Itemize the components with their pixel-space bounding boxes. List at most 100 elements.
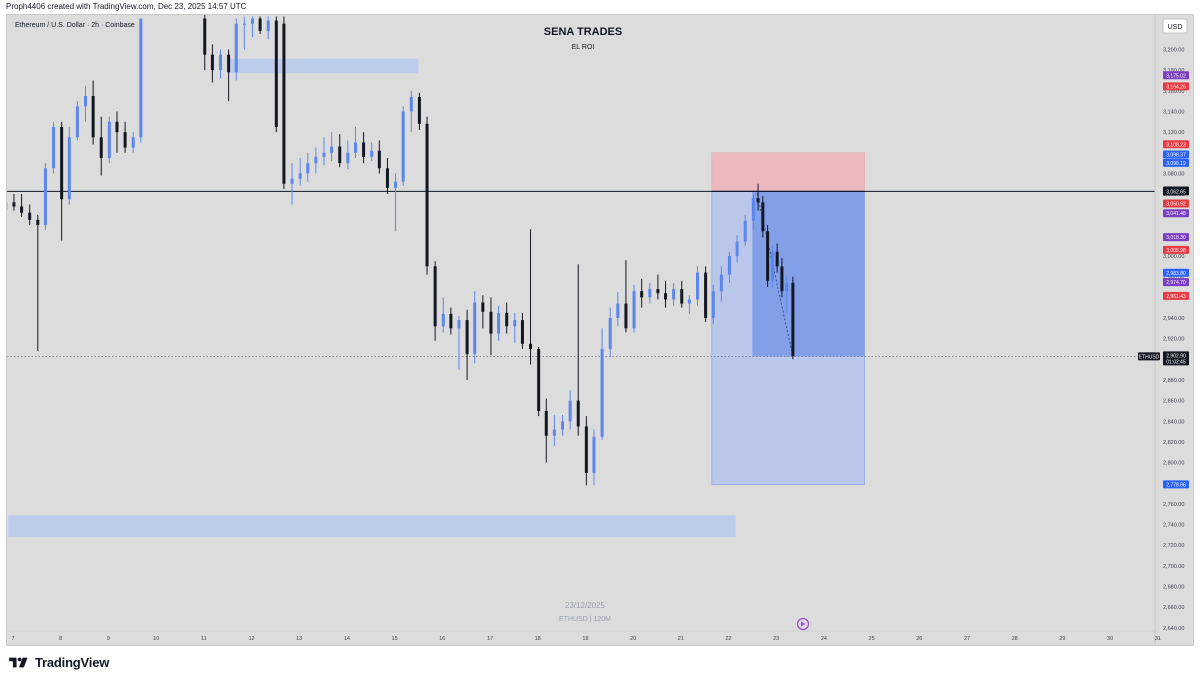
tradingview-logo-icon [9,657,28,668]
candle-body [258,18,262,31]
price-label-text: 3,041.48 [1166,211,1186,217]
candle-body [529,343,533,349]
candle-body [695,272,699,300]
candle-body [704,272,708,319]
time-tick-label: 18 [535,636,541,642]
candle-body [624,303,628,329]
supply-demand-zone [8,515,736,537]
stop-loss-zone[interactable] [711,152,865,192]
lines-layer [7,190,1155,357]
time-tick-label: 12 [248,636,254,642]
time-tick-label: 7 [11,636,14,642]
price-tick-label: 3,000.00 [1163,254,1184,260]
price-label-tag [1163,150,1189,159]
candle-body [756,198,760,203]
current-price-tag [1163,351,1189,366]
price-label-tag [1163,278,1189,287]
price-label-text: 2,961.43 [1166,294,1186,300]
candle-body [544,410,548,436]
candle-body [568,400,572,422]
time-tick-label: 9 [107,636,110,642]
price-tick-label: 2,660.00 [1163,605,1184,611]
time-axis[interactable]: 7 8 9 10 11 12 13 14 15 16 17 18 19 20 21 22 23 24 25 26 27 2… [7,630,1161,642]
price-label-text: 3,062.65 [1166,189,1186,195]
price-tick-label: 2,720.00 [1163,543,1184,549]
currency-button-label[interactable]: USD [1168,24,1183,31]
candle-body [766,231,770,281]
candle-body [266,20,270,31]
time-tick-label: 30 [1107,636,1113,642]
candle-body [67,137,71,200]
candle-body [664,293,668,300]
candle-body [672,289,676,300]
candle-body [52,126,56,169]
candle-body [761,202,765,232]
candle-body [537,348,541,411]
candle-body [640,291,644,298]
price-tick-label: 2,840.00 [1163,419,1184,425]
time-tick-label: 11 [201,636,207,642]
candle-body [131,137,135,148]
price-tick-label: 3,180.00 [1163,68,1184,74]
candle-body [473,302,477,355]
replay-icon[interactable] [796,617,810,631]
position-tool[interactable] [711,152,865,485]
candle-body [409,97,413,112]
price-label-tag [1163,71,1189,80]
price-tick-label: 2,680.00 [1163,585,1184,591]
candle-body [394,181,398,188]
price-label-tag [1163,187,1189,196]
candle-body [743,220,747,242]
chart-frame[interactable]: 3,200.00 3,180.00 3,160.00 3,140.00 3,120.00… [4,13,1194,646]
candle-body [780,266,784,292]
price-label-tag [1163,158,1189,167]
candle-body [362,142,366,157]
footer: TradingView [0,646,1200,680]
candles-layer [4,13,795,486]
candle-body [91,95,95,138]
candle-body [497,312,501,334]
time-tick-label: 20 [630,636,636,642]
brand-name: TradingView [35,655,110,670]
price-label-tag [1163,199,1189,208]
candle-body [274,20,278,127]
symbol-tag-text: ETHUSD [1139,354,1160,360]
price-tick-label: 2,920.00 [1163,337,1184,343]
price-label-tag [1163,480,1189,489]
time-tick-label: 31 [1155,636,1161,642]
candle-body [28,212,32,220]
time-tick-label: 23 [773,636,779,642]
candle-body [417,97,421,124]
candle-body [60,126,64,200]
top-credit-bar: Proph4406 created with TradingView.com, … [0,0,1200,14]
price-label-tag [1163,209,1189,218]
candle-body [520,320,524,344]
price-tick-label: 2,880.00 [1163,378,1184,384]
candle-body [775,251,779,267]
candle-body [592,436,596,473]
candle-body [616,303,620,319]
candle-body [401,111,405,182]
countdown-text: 01:02:45 [1166,359,1186,365]
candle-body [20,206,24,213]
currency-button[interactable]: USD [1162,18,1188,34]
candle-body [330,146,334,153]
price-label-text: 3,098.37 [1166,152,1186,158]
time-tick-label: 19 [582,636,588,642]
candle-body [298,173,302,179]
candle-body [791,282,795,357]
candle-body [36,219,40,226]
candle-body [306,163,310,174]
currency-button-bg[interactable] [1162,18,1188,34]
price-axis[interactable]: 3,200.00 3,180.00 3,160.00 3,140.00 3,120.00… [1154,15,1193,645]
symbol-line: Ethereum / U.S. Dollar · 2h · Coinbase [15,22,135,29]
candle-body [322,152,326,157]
candle-body [770,251,774,281]
candle-body [656,289,660,294]
tradingview-brand[interactable]: TradingView [8,655,109,670]
time-tick-label: 15 [392,636,398,642]
candlestick-chart[interactable]: 3,200.00 3,180.00 3,160.00 3,140.00 3,120.00… [4,13,1193,645]
open-pnl-zone [752,191,865,357]
price-tick-label: 2,940.00 [1163,316,1184,322]
price-label-tag [1163,140,1189,149]
